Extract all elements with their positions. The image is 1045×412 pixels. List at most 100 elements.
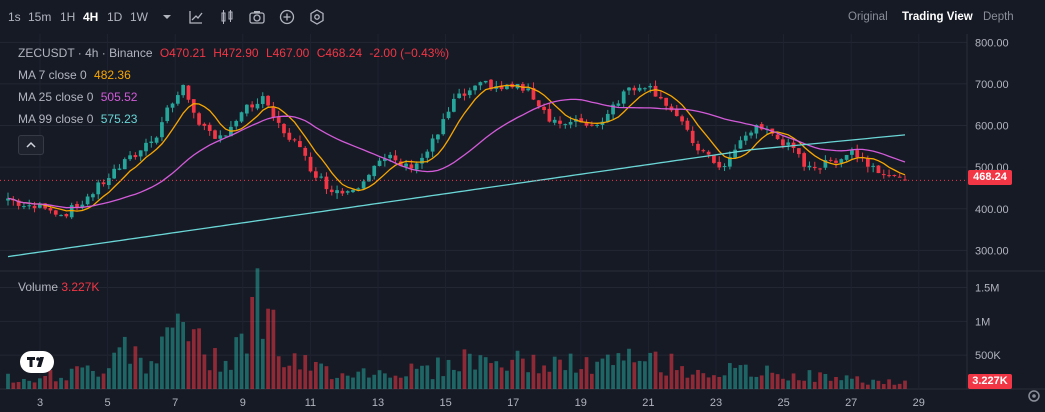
candle-body — [255, 103, 260, 109]
add-circle-icon[interactable] — [278, 8, 296, 26]
timeframe-15m[interactable]: 15m — [28, 10, 52, 24]
candle-body — [420, 157, 424, 164]
collapse-legend-button[interactable] — [18, 135, 44, 155]
candle-body — [80, 204, 85, 208]
volume-bar — [897, 383, 902, 389]
candle-body — [308, 156, 313, 172]
volume-bar — [568, 353, 573, 389]
volume-bar — [229, 369, 233, 389]
candle-body — [149, 141, 154, 143]
volume-bar — [356, 371, 361, 389]
volume-bar — [658, 372, 663, 389]
volume-bar — [712, 375, 716, 389]
volume-bar — [494, 361, 499, 389]
ma25-label: MA 25 close 0 — [18, 90, 94, 104]
timeframe-1h[interactable]: 1H — [60, 10, 76, 24]
volume-bar — [595, 361, 600, 389]
volume-bar — [690, 374, 695, 389]
candle-body — [754, 124, 759, 134]
legend-ma7[interactable]: MA 7 close 0 482.36 — [18, 68, 135, 82]
volume-bar — [292, 353, 297, 389]
volume-bar — [887, 379, 891, 389]
volume-bar — [420, 365, 424, 389]
volume-bar — [674, 370, 679, 389]
volume-bar — [319, 363, 324, 389]
volume-bar — [409, 363, 414, 389]
indicator-line-icon[interactable] — [187, 8, 205, 26]
legend-open: O470.21 — [159, 46, 206, 60]
volume-bar — [855, 376, 860, 389]
volume-bar — [91, 370, 95, 389]
volume-bar — [489, 363, 493, 389]
volume-bar — [632, 362, 637, 389]
volume-bar — [531, 354, 536, 389]
candle-body — [727, 156, 732, 167]
view-trading-view[interactable]: Trading View — [902, 11, 973, 23]
legend-change: -2.00 (−0.43%) — [369, 46, 450, 60]
legend-ma25[interactable]: MA 25 close 0 505.52 — [18, 90, 141, 104]
candlestick-chart[interactable]: 800.00700.00600.00500.00400.00300.001.5M… — [0, 34, 1045, 412]
candle-type-icon[interactable] — [218, 8, 236, 26]
volume-bar — [117, 347, 122, 389]
candle-body — [568, 121, 573, 125]
camera-icon[interactable] — [248, 8, 266, 26]
candle-body — [855, 150, 860, 158]
volume-bar — [37, 378, 42, 389]
volume-bar — [483, 357, 488, 389]
candle-body — [451, 98, 456, 112]
candle-body — [16, 200, 21, 206]
volume-bar — [765, 365, 769, 389]
candle-body — [319, 176, 324, 178]
volume-bar — [818, 372, 822, 389]
candle-body — [658, 96, 663, 99]
volume-bar — [377, 370, 382, 389]
candle-body — [823, 159, 828, 168]
candle-body — [202, 123, 207, 126]
legend-close: C468.24 — [316, 46, 363, 60]
timeframe-1s[interactable]: 1s — [8, 10, 21, 24]
time-tick-label: 3 — [37, 397, 43, 409]
time-tick-label: 21 — [642, 397, 654, 409]
candle-body — [101, 182, 106, 185]
view-depth[interactable]: Depth — [983, 11, 1014, 23]
time-tick-label: 13 — [372, 397, 384, 409]
candle-body — [749, 132, 753, 136]
view-original[interactable]: Original — [848, 11, 888, 23]
candle-body — [828, 159, 833, 161]
candle-body — [834, 160, 838, 163]
candle-body — [292, 139, 297, 141]
volume-bar — [64, 380, 69, 389]
candle-body — [839, 159, 844, 163]
timeframe-4h[interactable]: 4H — [83, 10, 99, 24]
settings-gear-icon[interactable] — [1026, 388, 1042, 404]
legend-ma99[interactable]: MA 99 close 0 575.23 — [18, 112, 141, 126]
candle-body — [876, 165, 881, 174]
volume-bar — [706, 377, 711, 389]
candle-body — [32, 205, 37, 209]
ma7-label: MA 7 close 0 — [18, 68, 87, 82]
timeframe-1w[interactable]: 1W — [130, 10, 148, 24]
legend-low: L467.00 — [265, 46, 310, 60]
chevron-down-icon[interactable] — [158, 8, 176, 26]
volume-bar — [754, 376, 759, 389]
candle-body — [563, 124, 568, 126]
volume-bar — [388, 377, 393, 389]
volume-bar — [871, 379, 876, 389]
volume-bar — [160, 336, 164, 389]
volume-bar — [781, 378, 785, 389]
volume-bar — [510, 359, 515, 389]
candle-body — [266, 95, 270, 106]
candle-body — [234, 120, 239, 127]
candle-body — [616, 103, 621, 106]
volume-bar — [282, 367, 286, 389]
volume-bar — [313, 361, 318, 389]
timeframe-1d[interactable]: 1D — [107, 10, 123, 24]
volume-bar — [441, 376, 446, 389]
volume-bar — [834, 376, 838, 389]
settings-icon[interactable] — [308, 8, 326, 26]
candle-body — [324, 176, 329, 190]
volume-bar — [244, 353, 249, 389]
candle-body — [260, 96, 265, 104]
volume-bar — [616, 353, 621, 389]
volume-tick-label: 1.5M — [975, 283, 999, 295]
